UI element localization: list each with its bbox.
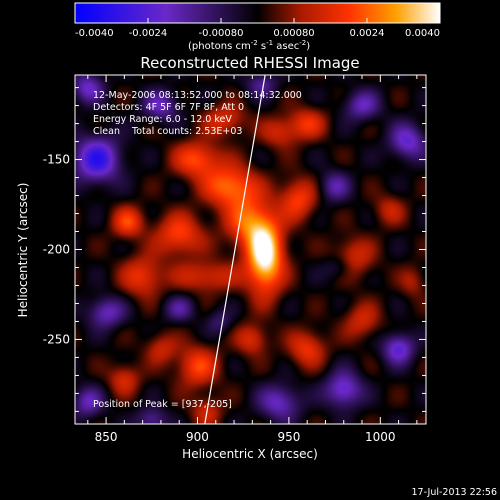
annotation-detectors: Detectors: 4F 5F 6F 7F 8F, Att 0 bbox=[93, 102, 244, 113]
colorbar-frame bbox=[74, 2, 441, 24]
x-axis-ticks: 850 900 950 1000 bbox=[87, 75, 418, 444]
colorbar-tick-label: 0.0024 bbox=[350, 28, 385, 39]
colorbar-ticks bbox=[74, 18, 441, 23]
heatmap-image bbox=[75, 75, 426, 424]
footer-date: 17-Jul-2013 22:56 bbox=[411, 487, 497, 498]
chart-title: Reconstructed RHESSI Image bbox=[140, 54, 359, 72]
colorbar-tick-label: -0.0024 bbox=[129, 28, 168, 39]
annotation-block: 12-May-2006 08:13:52.000 to 08:14:32.000… bbox=[93, 90, 302, 137]
colorbar-tick-label: -0.0040 bbox=[75, 28, 114, 39]
x-tick-label: 1000 bbox=[365, 430, 396, 444]
y-axis-ticks: -150 -200 -250 bbox=[43, 87, 426, 412]
x-tick-label: 950 bbox=[277, 430, 300, 444]
peak-position-label: Position of Peak = [937,-205] bbox=[93, 399, 232, 410]
annotation-time: 12-May-2006 08:13:52.000 to 08:14:32.000 bbox=[93, 90, 302, 101]
limb-line bbox=[204, 75, 266, 424]
colorbar-tick-label: 0.0040 bbox=[405, 28, 440, 39]
annotation-clean: Clean Total counts: 2.53E+03 bbox=[93, 126, 242, 137]
annotation-energy: Energy Range: 6.0 - 12.0 keV bbox=[93, 114, 232, 125]
colorbar bbox=[75, 3, 440, 23]
colorbar-tick-label: -0.00080 bbox=[199, 28, 244, 39]
colorbar-tick-labels: -0.0040 -0.0024 -0.00080 0.00080 0.0024 0.004… bbox=[75, 28, 440, 39]
y-tick-label: -250 bbox=[43, 332, 70, 346]
x-tick-label: 900 bbox=[186, 430, 209, 444]
plot-area bbox=[75, 75, 426, 424]
y-tick-label: -200 bbox=[43, 243, 70, 257]
x-axis-label: Heliocentric X (arcsec) bbox=[182, 447, 318, 461]
y-tick-label: -150 bbox=[43, 153, 70, 167]
colorbar-unit-label: (photons cm-2 s-1 asec-2) bbox=[188, 39, 310, 52]
y-axis-label: Heliocentric Y (arcsec) bbox=[16, 183, 30, 318]
x-tick-label: 850 bbox=[95, 430, 118, 444]
colorbar-tick-label: 0.00080 bbox=[273, 28, 314, 39]
